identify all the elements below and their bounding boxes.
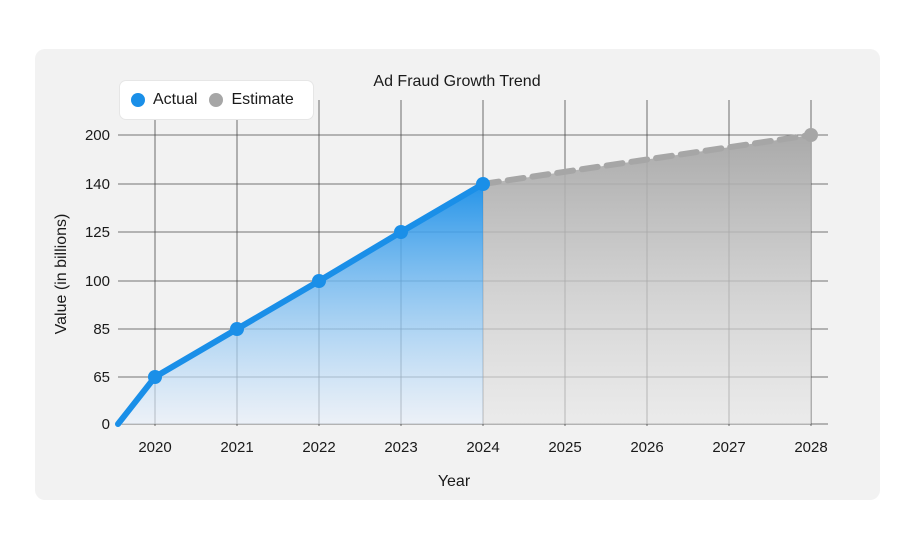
- x-tick-2025: 2025: [548, 439, 581, 456]
- point-actual-2024: [476, 177, 490, 191]
- x-tick-2024: 2024: [466, 439, 499, 456]
- x-tick-labels: 2020 2021 2022 2023 2024 2025 2026 2027 2028: [138, 439, 827, 456]
- series-lines: [115, 132, 814, 427]
- y-tick-140: 140: [85, 176, 110, 193]
- x-tick-2028: 2028: [794, 439, 827, 456]
- y-axis-label: Value (in billions): [53, 214, 70, 335]
- x-tick-2020: 2020: [138, 439, 171, 456]
- y-tick-85: 85: [93, 321, 110, 338]
- point-actual-2020: [148, 370, 162, 384]
- line-estimate: [480, 132, 814, 187]
- x-tick-2026: 2026: [630, 439, 663, 456]
- point-actual-2023: [394, 225, 408, 239]
- point-estimate-2028: [804, 128, 818, 142]
- y-tick-100: 100: [85, 273, 110, 290]
- legend-label-actual: Actual: [153, 91, 198, 108]
- y-tick-200: 200: [85, 127, 110, 144]
- x-axis-label: Year: [438, 473, 471, 490]
- legend-label-estimate: Estimate: [231, 91, 294, 108]
- y-tick-65: 65: [93, 369, 110, 386]
- legend-swatch-actual: [131, 93, 145, 107]
- area-actual: [118, 184, 483, 424]
- series-points: [148, 128, 818, 384]
- x-tick-2023: 2023: [384, 439, 417, 456]
- area-estimate: [483, 135, 811, 424]
- y-tick-labels: 0 65 85 100 125 140 200: [85, 127, 110, 433]
- area-fills: [118, 135, 811, 424]
- legend-item-actual: Actual: [131, 91, 197, 109]
- chart-title: Ad Fraud Growth Trend: [373, 73, 540, 90]
- legend-item-estimate: Estimate: [209, 91, 294, 109]
- y-tick-0: 0: [102, 416, 110, 433]
- legend-swatch-estimate: [209, 93, 224, 107]
- x-tick-2021: 2021: [220, 439, 253, 456]
- legend: Actual Estimate: [120, 81, 313, 119]
- line-actual: [115, 181, 486, 427]
- point-actual-2022: [312, 274, 326, 288]
- x-tick-2022: 2022: [302, 439, 335, 456]
- point-actual-2021: [230, 322, 244, 336]
- y-tick-125: 125: [85, 224, 110, 241]
- x-tick-2027: 2027: [712, 439, 745, 456]
